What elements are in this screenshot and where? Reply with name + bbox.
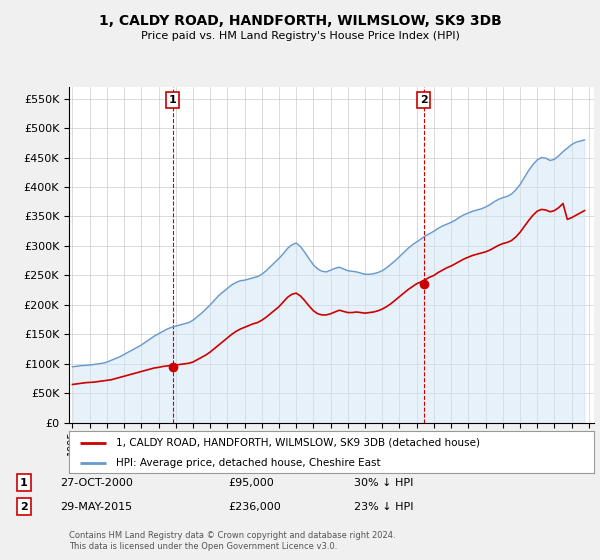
Text: £236,000: £236,000 (228, 502, 281, 512)
Text: Price paid vs. HM Land Registry's House Price Index (HPI): Price paid vs. HM Land Registry's House … (140, 31, 460, 41)
Text: 2: 2 (20, 502, 28, 512)
Text: HPI: Average price, detached house, Cheshire East: HPI: Average price, detached house, Ches… (116, 458, 381, 468)
Text: Contains HM Land Registry data © Crown copyright and database right 2024.: Contains HM Land Registry data © Crown c… (69, 531, 395, 540)
Text: 27-OCT-2000: 27-OCT-2000 (60, 478, 133, 488)
Text: £95,000: £95,000 (228, 478, 274, 488)
Text: 1: 1 (169, 95, 176, 105)
Text: 30% ↓ HPI: 30% ↓ HPI (354, 478, 413, 488)
Text: 1: 1 (20, 478, 28, 488)
Text: This data is licensed under the Open Government Licence v3.0.: This data is licensed under the Open Gov… (69, 542, 337, 551)
Text: 2: 2 (420, 95, 428, 105)
Text: 1, CALDY ROAD, HANDFORTH, WILMSLOW, SK9 3DB (detached house): 1, CALDY ROAD, HANDFORTH, WILMSLOW, SK9 … (116, 438, 480, 448)
Text: 23% ↓ HPI: 23% ↓ HPI (354, 502, 413, 512)
Text: 29-MAY-2015: 29-MAY-2015 (60, 502, 132, 512)
Text: 1, CALDY ROAD, HANDFORTH, WILMSLOW, SK9 3DB: 1, CALDY ROAD, HANDFORTH, WILMSLOW, SK9 … (98, 14, 502, 28)
